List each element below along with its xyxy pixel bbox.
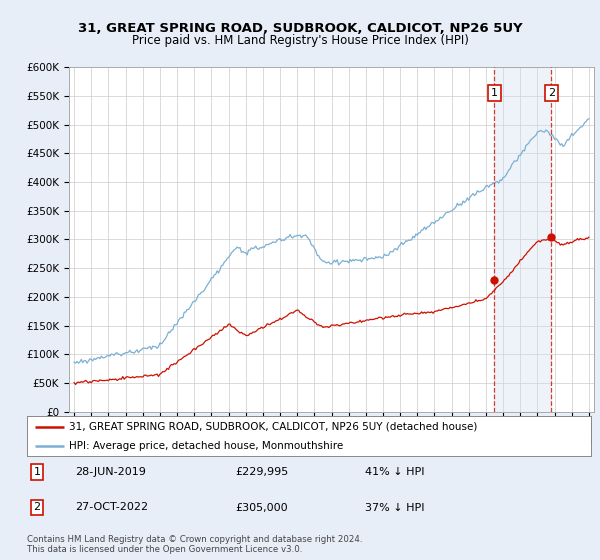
Text: 41% ↓ HPI: 41% ↓ HPI [365,467,425,477]
Text: 1: 1 [34,467,41,477]
Text: HPI: Average price, detached house, Monmouthshire: HPI: Average price, detached house, Monm… [70,441,344,451]
Text: 2: 2 [34,502,41,512]
Text: 2: 2 [548,88,555,98]
Text: 28-JUN-2019: 28-JUN-2019 [75,467,146,477]
Text: £305,000: £305,000 [236,502,289,512]
Text: 37% ↓ HPI: 37% ↓ HPI [365,502,425,512]
Text: 31, GREAT SPRING ROAD, SUDBROOK, CALDICOT, NP26 5UY: 31, GREAT SPRING ROAD, SUDBROOK, CALDICO… [77,22,523,35]
Text: 27-OCT-2022: 27-OCT-2022 [75,502,148,512]
Text: 31, GREAT SPRING ROAD, SUDBROOK, CALDICOT, NP26 5UY (detached house): 31, GREAT SPRING ROAD, SUDBROOK, CALDICO… [70,422,478,432]
Bar [494,67,551,412]
Text: Contains HM Land Registry data © Crown copyright and database right 2024.
This d: Contains HM Land Registry data © Crown c… [27,535,362,554]
Text: £229,995: £229,995 [236,467,289,477]
Text: Price paid vs. HM Land Registry's House Price Index (HPI): Price paid vs. HM Land Registry's House … [131,34,469,46]
Text: 1: 1 [491,88,498,98]
